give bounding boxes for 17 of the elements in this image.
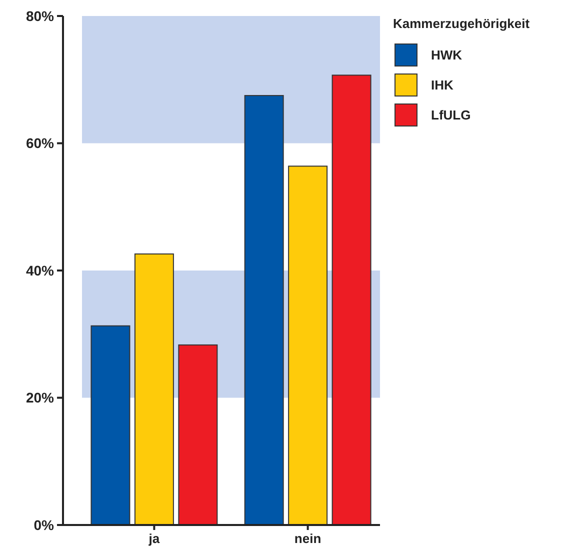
legend-label: IHK (431, 78, 454, 93)
y-tick-label: 0% (34, 516, 55, 533)
bar (332, 74, 372, 526)
legend-title: Kammerzugehörigkeit (393, 16, 530, 31)
x-tick-label: nein (294, 531, 322, 546)
bar (244, 95, 284, 526)
y-tick-label: 60% (26, 135, 55, 152)
y-tick-label: 40% (26, 262, 55, 278)
legend-label: LfULG (431, 108, 471, 123)
legend-label: HWK (431, 48, 463, 63)
x-tick-label: ja (148, 531, 160, 546)
bar (288, 166, 328, 526)
bar (90, 325, 130, 526)
y-tick-label: 20% (26, 390, 55, 406)
y-tick-label: 80% (26, 8, 55, 24)
bar (178, 344, 218, 526)
bar (134, 253, 174, 526)
